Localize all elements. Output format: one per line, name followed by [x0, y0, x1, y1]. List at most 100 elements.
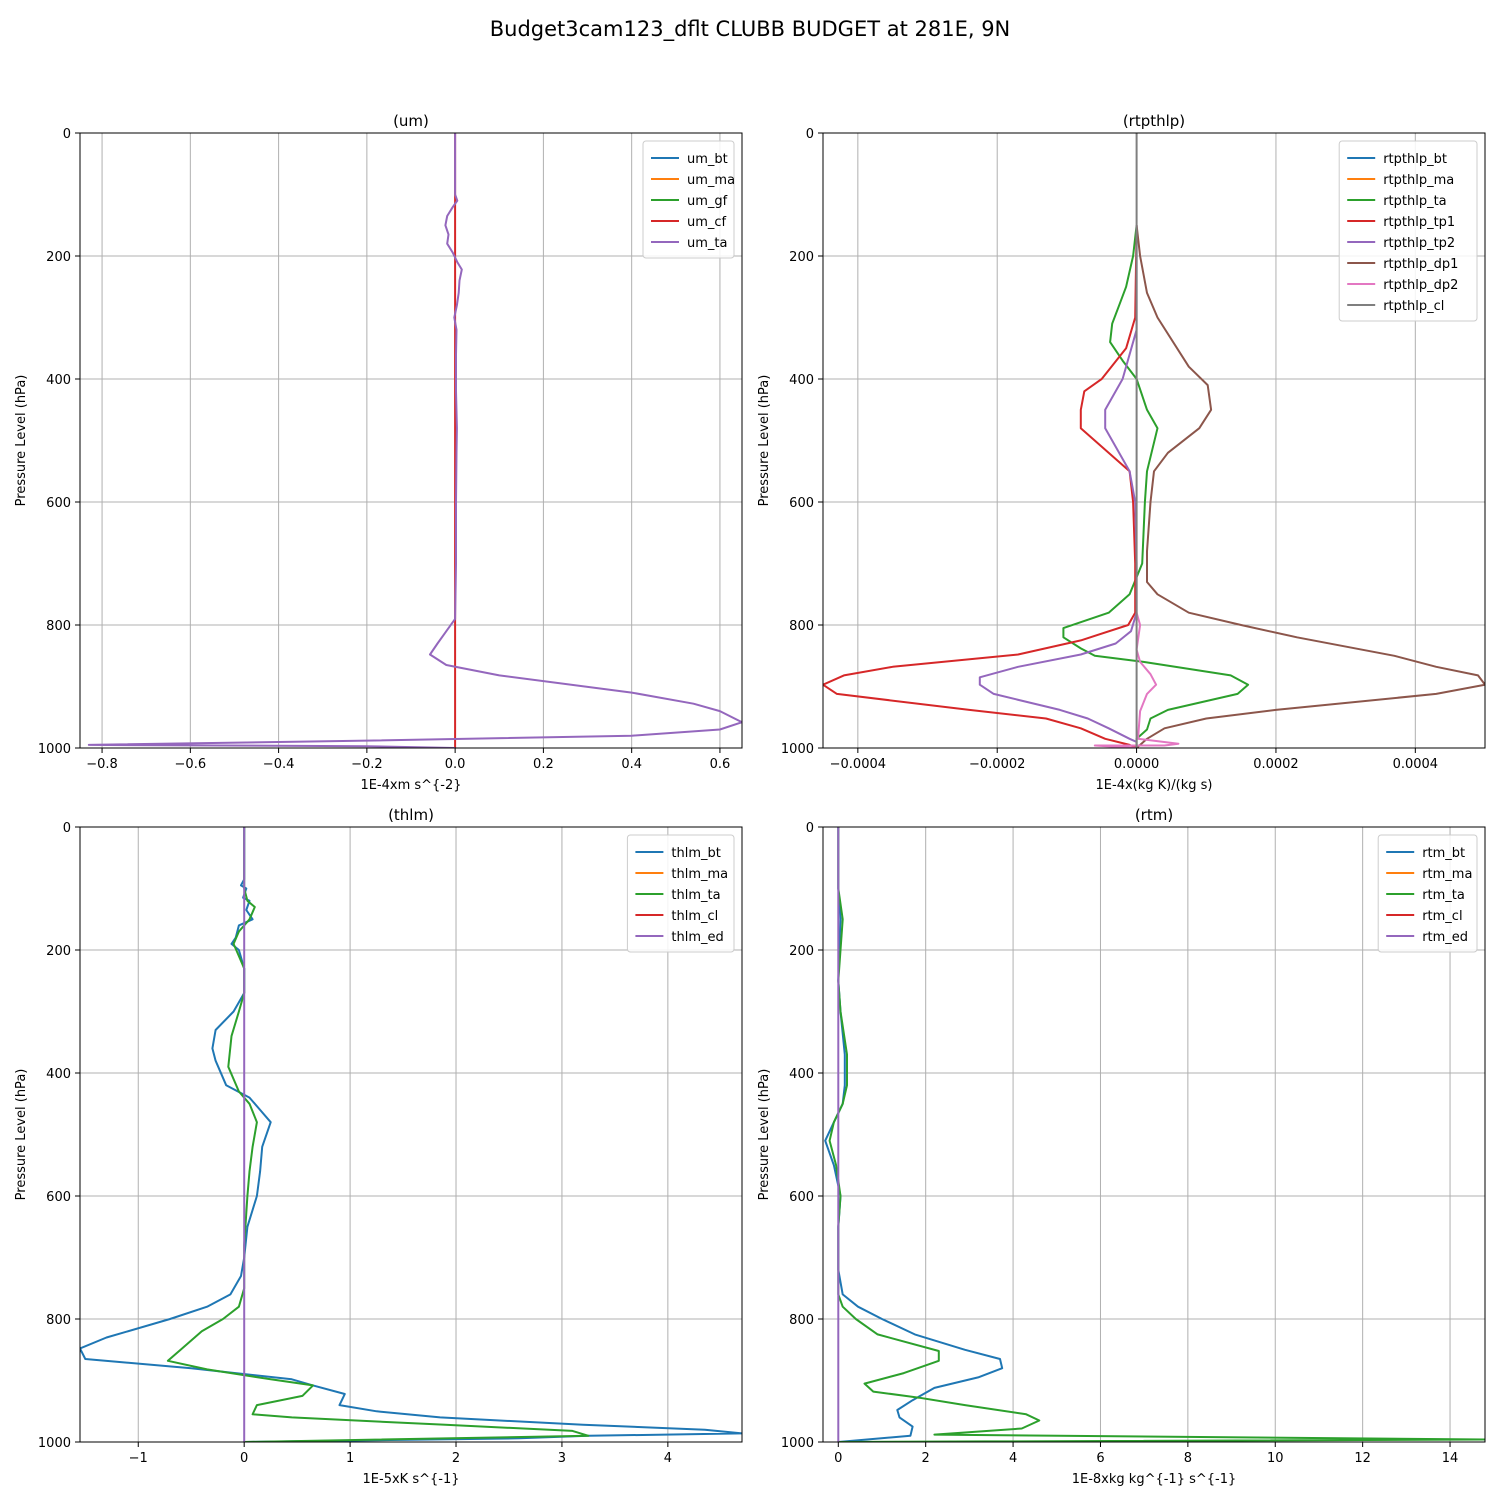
rtpthlp-ytick-label: 1000 [781, 742, 814, 757]
um_ta-legend-label: um_ta [687, 236, 727, 251]
um_ta-line [87, 133, 742, 748]
rtm-legend: rtm_bt rtm_ma rtm_ta rtm_cl rtm_ed [1377, 834, 1478, 953]
rtpthlp-xlabel: 1E-4x(kg K)/(kg s) [1096, 778, 1213, 793]
rtpthlp_tp2-line [978, 225, 1138, 743]
thlm-ytick-label: 400 [46, 1067, 71, 1082]
rtpthlp-series-group [823, 133, 1485, 748]
rtm-xtick-label: 6 [1096, 1451, 1104, 1466]
rtpthlp_tp1-line [823, 225, 1138, 748]
um-panel: −0.8 −0.6 −0.4 −0.2 0.0 0.2 0.4 0.6 0 200 400 600 80… [14, 112, 743, 793]
rtpthlp-xtick-label: −0.0004 [830, 757, 886, 772]
rtpthlp-legend: rtpthlp_bt rtpthlp_ma rtpthlp_ta rtpthlp_tp… [1338, 140, 1478, 322]
rtm-title: (rtm) [1135, 806, 1173, 824]
rtpthlp-xtick-label: 0.0000 [1114, 757, 1160, 772]
um-xtick-label: 0.4 [621, 757, 642, 772]
rtpthlp_bt-legend-label: rtpthlp_bt [1383, 152, 1447, 167]
rtm_ta-line [828, 827, 1485, 1442]
rtpthlp-xtick-label: 0.0004 [1393, 757, 1439, 772]
rtm-ytick-label: 1000 [781, 1436, 814, 1451]
thlm_ta-line [166, 827, 590, 1442]
rtm_ta-legend-label: rtm_ta [1422, 888, 1465, 903]
rtpthlp-panel: −0.0004 −0.0002 0.0000 0.0002 0.0004 0 200 400 6… [757, 112, 1486, 793]
um-xtick-label: −0.8 [86, 757, 118, 772]
rtpthlp_ta-legend-label: rtpthlp_ta [1383, 194, 1446, 209]
rtpthlp-ytick-label: 400 [789, 373, 814, 388]
rtpthlp-ylabel: Pressure Level (hPa) [757, 375, 772, 507]
rtm-ytick-label: 400 [789, 1067, 814, 1082]
um_cf-legend-label: um_cf [687, 215, 727, 230]
thlm-xtick-label: 3 [558, 1451, 566, 1466]
um-xtick-label: −0.4 [263, 757, 295, 772]
rtm-panel: 0 2 4 6 8 10 12 14 0 200 400 600 800 1000 (rtm) 1E-8xkg… [757, 806, 1486, 1487]
um-ytick-label: 600 [46, 496, 71, 511]
rtm_ed-legend-label: rtm_ed [1422, 930, 1468, 945]
um-xtick-label: −0.6 [175, 757, 207, 772]
thlm-axes-frame [79, 826, 743, 1443]
subplot-grid: −0.8 −0.6 −0.4 −0.2 0.0 0.2 0.4 0.6020040060080… [14, 112, 1486, 1487]
rtpthlp-legend-box [1338, 140, 1478, 322]
um-legend-box [642, 140, 735, 259]
um-ylabel: Pressure Level (hPa) [14, 375, 29, 507]
rtm-legend-box [1377, 834, 1478, 953]
thlm-legend: thlm_bt thlm_ma thlm_ta thlm_cl thlm_ed [626, 834, 735, 953]
thlm-panel: −1 0 1 2 3 4 0 200 400 600 800 1000 (thlm) 1E-5xK s^{… [14, 806, 743, 1487]
rtpthlp-axes-frame [822, 132, 1486, 749]
um-ytick-label: 800 [46, 619, 71, 634]
thlm-ytick-label: 800 [46, 1313, 71, 1328]
thlm-xtick-label: 2 [452, 1451, 460, 1466]
rtm_ma-legend-label: rtm_ma [1422, 867, 1472, 882]
um-ytick-label: 0 [63, 127, 71, 142]
thlm_ta-legend-label: thlm_ta [671, 888, 720, 903]
rtpthlp_tp2-legend-label: rtpthlp_tp2 [1383, 236, 1455, 251]
rtm-axes-frame [822, 826, 1486, 1443]
um-xlabel: 1E-4xm s^{-2} [360, 778, 461, 793]
thlm_cl-legend-label: thlm_cl [671, 909, 718, 924]
um-legend: um_bt um_ma um_gf um_cf um_ta [642, 140, 735, 259]
rtpthlp-ytick-label: 800 [789, 619, 814, 634]
rtm-xlabel: 1E-8xkg kg^{-1} s^{-1} [1072, 1472, 1237, 1487]
rtm_cl-legend-label: rtm_cl [1422, 909, 1462, 924]
rtpthlp-ytick-label: 600 [789, 496, 814, 511]
rtpthlp-xtick-label: 0.0002 [1253, 757, 1299, 772]
rtpthlp-xtick-label: −0.0002 [969, 757, 1025, 772]
rtm-ytick-label: 200 [789, 944, 814, 959]
thlm-series-group [80, 827, 742, 1442]
um-ytick-label: 200 [46, 250, 71, 265]
figure-suptitle: Budget3cam123_dflt CLUBB BUDGET at 281E,… [490, 17, 1011, 42]
rtm-xtick-label: 14 [1442, 1451, 1459, 1466]
thlm-ytick-label: 200 [46, 944, 71, 959]
rtpthlp-ytick-label: 200 [789, 250, 814, 265]
rtm-ylabel: Pressure Level (hPa) [757, 1069, 772, 1201]
rtm-ytick-label: 0 [806, 821, 814, 836]
rtpthlp_dp1-legend-label: rtpthlp_dp1 [1383, 257, 1458, 272]
um-series-group [87, 133, 742, 748]
rtm-xtick-label: 10 [1267, 1451, 1284, 1466]
thlm-xtick-label: 0 [240, 1451, 248, 1466]
rtm-ytick-label: 800 [789, 1313, 814, 1328]
rtm-ytick-label: 600 [789, 1190, 814, 1205]
um-xtick-label: 0.2 [533, 757, 554, 772]
rtm-series-group [824, 827, 1485, 1442]
um-axes-frame [79, 132, 743, 749]
um_ma-legend-label: um_ma [687, 173, 735, 188]
thlm-ylabel: Pressure Level (hPa) [14, 1069, 29, 1201]
rtpthlp_cl-legend-label: rtpthlp_cl [1383, 299, 1444, 314]
um-xtick-label: −0.2 [351, 757, 383, 772]
rtpthlp_ma-legend-label: rtpthlp_ma [1383, 173, 1454, 188]
rtm-xtick-label: 0 [834, 1451, 842, 1466]
thlm_ma-legend-label: thlm_ma [671, 867, 728, 882]
um_bt-legend-label: um_bt [687, 152, 728, 167]
thlm_bt-legend-label: thlm_bt [671, 846, 720, 861]
thlm_ed-legend-label: thlm_ed [671, 930, 723, 945]
rtm-xtick-label: 8 [1184, 1451, 1192, 1466]
thlm-ytick-label: 0 [63, 821, 71, 836]
thlm-xtick-label: 4 [664, 1451, 672, 1466]
um-ytick-label: 400 [46, 373, 71, 388]
rtpthlp_dp2-legend-label: rtpthlp_dp2 [1383, 278, 1458, 293]
um-xtick-label: 0.6 [710, 757, 731, 772]
rtpthlp_ta-line [1062, 225, 1250, 748]
thlm-xtick-label: 1 [346, 1451, 354, 1466]
thlm-xlabel: 1E-5xK s^{-1} [363, 1472, 460, 1487]
